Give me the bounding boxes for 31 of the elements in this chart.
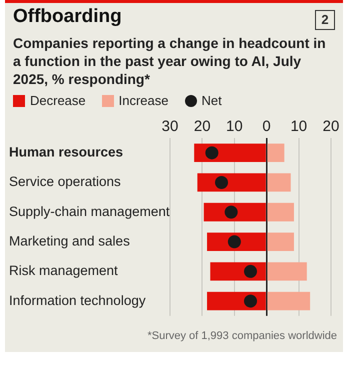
x-tick-label: 20 xyxy=(194,118,211,136)
chart-title: Offboarding xyxy=(13,6,122,28)
y-tick-label: Marketing and sales xyxy=(9,233,130,248)
bar xyxy=(267,262,307,281)
bar xyxy=(267,202,294,222)
bar xyxy=(267,292,310,310)
y-tick-label: Human resources xyxy=(9,144,124,160)
chart-subtitle: Companies reporting a change in headcount in a function in the past year owing to AI, July 2025, % responding* xyxy=(13,34,327,88)
text: 2 xyxy=(315,10,335,30)
text: *Survey of 1,993 companies worldwide xyxy=(147,330,337,342)
point xyxy=(244,294,257,308)
legend-label: Decrease xyxy=(30,93,86,108)
y-tick-label: Risk management xyxy=(9,263,118,278)
legend-label: Increase xyxy=(118,93,169,108)
point xyxy=(224,206,238,219)
bar xyxy=(267,173,291,192)
x-tick-label: 0 xyxy=(262,118,271,136)
y-tick-label: Service operations xyxy=(9,174,122,190)
bar xyxy=(267,232,294,251)
point xyxy=(215,176,228,189)
x-tick-label: 10 xyxy=(226,118,243,136)
x-tick-label: 10 xyxy=(290,118,308,136)
y-tick-label: Supply-chain management xyxy=(9,204,170,219)
point xyxy=(205,146,218,160)
bar xyxy=(267,144,284,162)
x-tick-label: 20 xyxy=(322,118,340,136)
x-tick-label: 30 xyxy=(162,118,178,136)
y-tick-label: Information technology xyxy=(9,292,146,308)
point xyxy=(228,235,241,248)
legend-label: Net xyxy=(202,93,222,108)
point xyxy=(244,264,257,278)
